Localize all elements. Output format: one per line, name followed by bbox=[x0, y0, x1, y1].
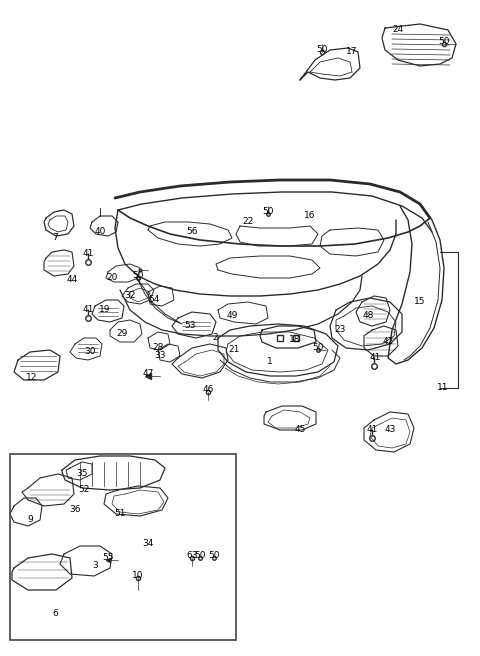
Text: 44: 44 bbox=[66, 276, 78, 285]
Text: 30: 30 bbox=[84, 348, 96, 356]
Text: 22: 22 bbox=[242, 218, 253, 226]
Text: 49: 49 bbox=[226, 312, 238, 321]
Text: 33: 33 bbox=[154, 352, 166, 361]
Text: 53: 53 bbox=[184, 321, 196, 331]
Text: 16: 16 bbox=[304, 211, 316, 220]
Text: 45: 45 bbox=[294, 426, 306, 434]
Text: 24: 24 bbox=[392, 26, 404, 35]
Text: 50: 50 bbox=[194, 552, 206, 560]
Text: 50: 50 bbox=[208, 552, 220, 560]
Text: 56: 56 bbox=[186, 228, 198, 237]
Text: 41: 41 bbox=[369, 354, 381, 363]
Text: 51: 51 bbox=[114, 508, 126, 518]
Text: 18: 18 bbox=[289, 335, 301, 344]
Text: 11: 11 bbox=[437, 384, 449, 392]
Text: 2: 2 bbox=[212, 333, 218, 342]
Text: 10: 10 bbox=[132, 571, 144, 579]
Text: 55: 55 bbox=[102, 554, 114, 562]
Text: 42: 42 bbox=[383, 337, 394, 346]
Bar bbox=[10, 454, 236, 640]
Text: 6: 6 bbox=[52, 609, 58, 619]
Text: 7: 7 bbox=[52, 234, 58, 243]
Text: 50: 50 bbox=[312, 344, 324, 352]
Text: 50: 50 bbox=[132, 272, 144, 281]
Text: 1: 1 bbox=[267, 358, 273, 367]
Text: 21: 21 bbox=[228, 346, 240, 354]
Text: 52: 52 bbox=[78, 485, 90, 495]
Text: 50: 50 bbox=[316, 45, 328, 54]
Text: 63: 63 bbox=[186, 552, 198, 560]
Text: 35: 35 bbox=[76, 470, 88, 478]
Text: 17: 17 bbox=[346, 47, 358, 56]
Text: 32: 32 bbox=[124, 291, 136, 300]
Text: 19: 19 bbox=[99, 306, 111, 314]
Text: 34: 34 bbox=[142, 539, 154, 548]
Text: 36: 36 bbox=[69, 504, 81, 514]
Text: 50: 50 bbox=[438, 37, 450, 47]
Text: 28: 28 bbox=[152, 342, 164, 352]
Text: 23: 23 bbox=[334, 325, 346, 335]
Text: 9: 9 bbox=[27, 516, 33, 525]
Text: 15: 15 bbox=[414, 297, 426, 306]
Text: 54: 54 bbox=[148, 295, 160, 304]
Text: 46: 46 bbox=[202, 386, 214, 394]
Text: 41: 41 bbox=[82, 249, 94, 258]
Text: 48: 48 bbox=[362, 312, 374, 321]
Text: 41: 41 bbox=[82, 306, 94, 314]
Text: 50: 50 bbox=[262, 207, 274, 216]
Text: 20: 20 bbox=[106, 274, 118, 283]
Text: 41: 41 bbox=[366, 426, 378, 434]
Text: 47: 47 bbox=[142, 369, 154, 379]
Text: 3: 3 bbox=[92, 562, 98, 571]
Text: 29: 29 bbox=[116, 329, 128, 338]
Text: 43: 43 bbox=[384, 426, 396, 434]
Text: 12: 12 bbox=[26, 373, 38, 382]
Text: 40: 40 bbox=[94, 228, 106, 237]
